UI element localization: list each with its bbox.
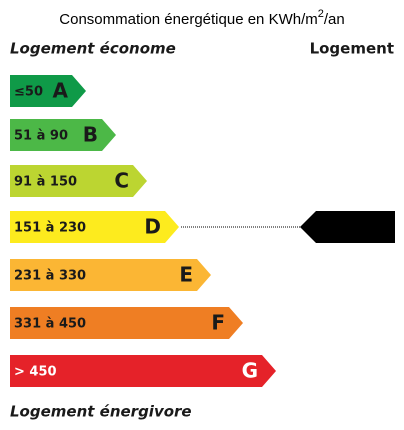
class-bar — [10, 211, 179, 243]
class-range: 151 à 230 — [14, 221, 86, 236]
class-bar — [10, 75, 86, 107]
title-sup: 2 — [318, 8, 324, 20]
class-letter: G — [242, 359, 258, 383]
class-range: 231 à 330 — [14, 269, 86, 284]
classes: ≤50 A 51 à 90 B 91 à 150 C 151 à 230 D 231 à 330… — [10, 75, 395, 387]
class-bar — [10, 355, 276, 387]
class-letter: D — [144, 215, 161, 239]
class-letter: B — [83, 123, 98, 147]
indicator-arrow — [300, 211, 395, 243]
class-range: ≤50 — [14, 85, 43, 100]
bottom-label: Logement énergivore — [10, 403, 192, 421]
class-letter: F — [211, 311, 225, 335]
title-text: Consommation énergétique en KWh/m — [59, 11, 317, 28]
class-range: > 450 — [14, 365, 57, 380]
top-left-label: Logement économe — [10, 40, 176, 58]
class-bar — [10, 307, 243, 339]
class-range: 91 à 150 — [14, 175, 77, 190]
class-letter: E — [179, 263, 193, 287]
class-bar — [10, 165, 147, 197]
class-bar — [10, 259, 211, 291]
class-letter: C — [114, 169, 129, 193]
class-bar — [10, 119, 116, 151]
class-letter: A — [53, 79, 69, 103]
class-range: 331 à 450 — [14, 317, 86, 332]
top-right-label: Logement — [310, 40, 394, 58]
title-tail: /an — [324, 11, 345, 28]
class-range: 51 à 90 — [14, 129, 68, 144]
title: Consommation énergétique en KWh/m2/an — [59, 8, 344, 28]
